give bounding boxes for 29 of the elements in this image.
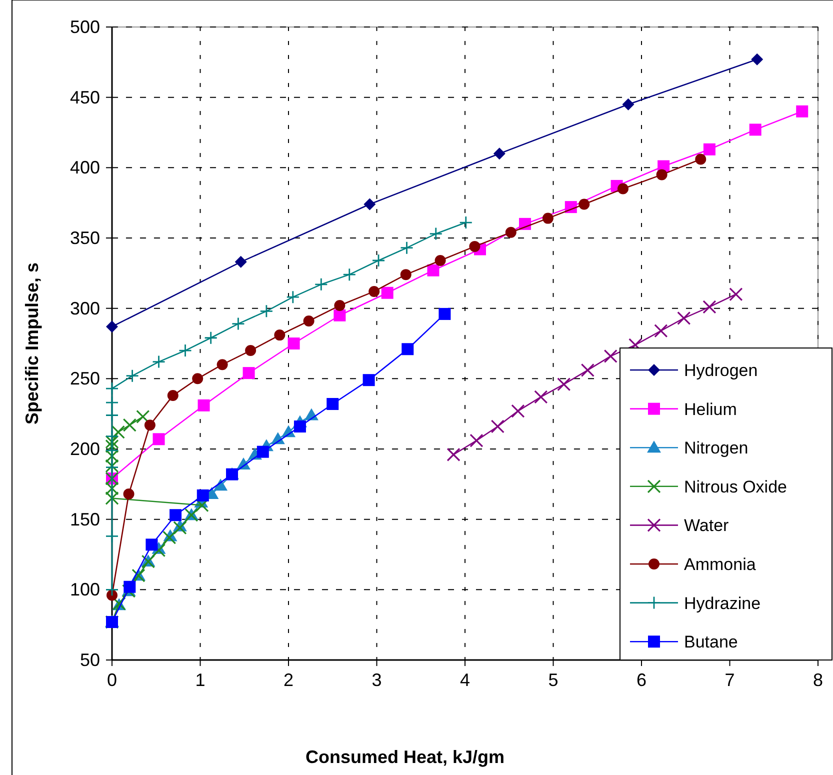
y-tick-label: 400 — [70, 158, 100, 178]
legend-label: Nitrogen — [684, 438, 748, 458]
legend-label: Ammonia — [684, 555, 756, 574]
legend-label: Hydrogen — [684, 361, 758, 380]
x-tick-label: 6 — [636, 670, 647, 690]
legend-label: Nitrous Oxide — [684, 477, 787, 496]
x-tick-label: 2 — [283, 670, 294, 690]
y-axis-title: Specific Impulse, s — [22, 262, 42, 425]
legend-label: Hydrazine — [684, 594, 761, 613]
y-tick-label: 450 — [70, 87, 100, 108]
x-tick-label: 1 — [195, 670, 206, 690]
x-axis-title: Consumed Heat, kJ/gm — [305, 747, 505, 767]
x-tick-label: 4 — [460, 670, 470, 690]
y-tick-label: 350 — [70, 228, 100, 248]
y-tick-label: 200 — [70, 439, 100, 459]
y-tick-label: 150 — [70, 509, 100, 530]
x-tick-label: 8 — [812, 670, 824, 690]
x-tick-label: 3 — [372, 670, 382, 690]
x-tick-label: 7 — [724, 670, 735, 690]
legend-label: Water — [684, 516, 730, 536]
legend-label: Butane — [684, 632, 738, 652]
y-tick-label: 100 — [70, 580, 100, 600]
y-tick-label: 50 — [80, 650, 100, 670]
y-tick-label: 500 — [70, 17, 100, 37]
y-tick-label: 250 — [70, 368, 100, 389]
x-tick-label: 0 — [106, 670, 118, 690]
y-tick-label: 300 — [70, 298, 100, 318]
legend-label: Helium — [684, 400, 737, 419]
x-tick-label: 5 — [548, 670, 558, 690]
